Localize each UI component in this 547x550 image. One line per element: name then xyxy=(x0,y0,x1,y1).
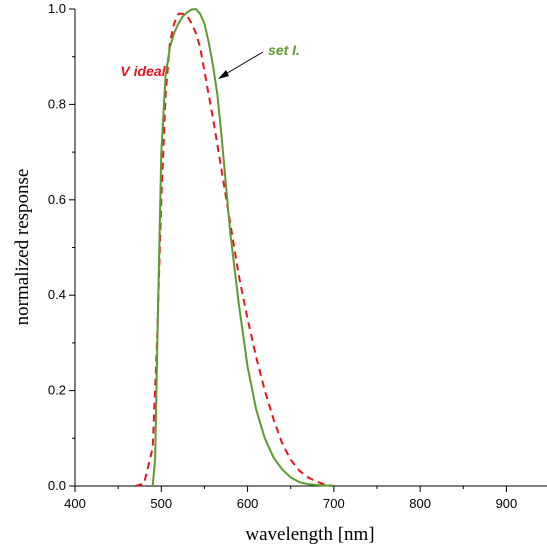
series-v-ideal-line xyxy=(135,12,335,487)
annotation-v-ideal: V ideal xyxy=(120,63,166,79)
annotation-set-i: set I. xyxy=(268,42,300,58)
x-tick-label: 700 xyxy=(323,496,345,511)
y-tick-label: 0.8 xyxy=(48,96,66,111)
annotation-arrow xyxy=(218,51,264,79)
x-tick-label: 600 xyxy=(237,496,259,511)
x-axis-title: wavelength [nm] xyxy=(245,524,374,545)
y-tick-label: 0.4 xyxy=(48,287,66,302)
series-set-i-line xyxy=(151,8,334,487)
y-tick-label: 1.0 xyxy=(48,1,66,16)
plot-series xyxy=(135,8,335,487)
ticks: 400 500 600 700 800 900 0.0 0.2 0.4 0.6 0.8 1.0 xyxy=(48,1,517,511)
x-tick-label: 900 xyxy=(496,496,518,511)
y-axis-title: normalized response xyxy=(12,169,33,326)
y-tick-label: 0.0 xyxy=(48,478,66,493)
x-tick-label: 800 xyxy=(409,496,431,511)
x-tick-label: 400 xyxy=(64,496,86,511)
x-tick-label: 500 xyxy=(150,496,172,511)
axes xyxy=(74,9,547,487)
y-tick-label: 0.6 xyxy=(48,192,66,207)
y-tick-label: 0.2 xyxy=(48,383,66,398)
